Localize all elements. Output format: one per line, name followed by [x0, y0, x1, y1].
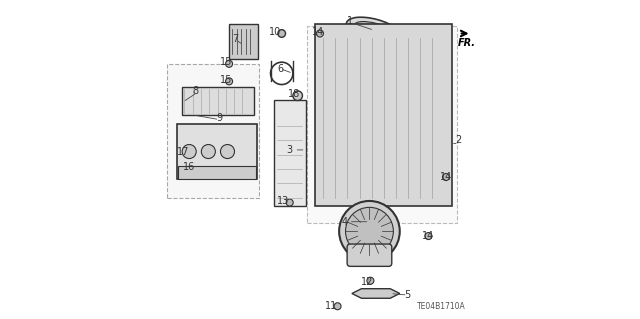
Circle shape [442, 174, 449, 181]
FancyBboxPatch shape [229, 24, 258, 59]
Text: 14: 14 [422, 231, 435, 241]
Circle shape [317, 30, 323, 37]
Text: 6: 6 [277, 63, 283, 74]
Text: 3: 3 [287, 145, 292, 155]
Circle shape [286, 199, 293, 206]
Circle shape [334, 303, 341, 310]
Text: FR.: FR. [458, 38, 476, 48]
Text: 9: 9 [216, 113, 223, 123]
Circle shape [367, 277, 374, 284]
Text: TE04B1710A: TE04B1710A [417, 302, 465, 311]
Text: 8: 8 [193, 86, 198, 96]
Circle shape [225, 60, 232, 67]
Circle shape [278, 30, 285, 37]
Text: 15: 15 [220, 57, 232, 67]
FancyBboxPatch shape [316, 24, 452, 206]
Circle shape [425, 233, 432, 240]
FancyBboxPatch shape [167, 64, 259, 198]
Text: 1: 1 [348, 16, 353, 26]
Text: 2: 2 [456, 135, 462, 145]
Circle shape [225, 78, 232, 85]
Text: 16: 16 [183, 162, 195, 173]
Text: 5: 5 [404, 290, 411, 300]
Text: 14: 14 [312, 27, 324, 37]
Text: 18: 18 [289, 89, 301, 99]
Ellipse shape [346, 17, 402, 43]
Circle shape [220, 145, 234, 159]
Circle shape [293, 91, 303, 100]
Text: 7: 7 [232, 34, 239, 44]
Circle shape [202, 145, 216, 159]
Text: 11: 11 [325, 301, 337, 311]
Circle shape [182, 145, 196, 159]
Circle shape [339, 201, 400, 262]
Text: 4: 4 [342, 217, 348, 227]
FancyBboxPatch shape [274, 100, 306, 206]
Circle shape [346, 207, 394, 255]
Text: 14: 14 [440, 172, 452, 182]
FancyBboxPatch shape [177, 124, 257, 179]
FancyBboxPatch shape [182, 87, 253, 115]
Text: 13: 13 [277, 196, 289, 206]
Text: 10: 10 [269, 27, 282, 37]
Ellipse shape [354, 22, 394, 39]
FancyBboxPatch shape [347, 244, 392, 266]
Polygon shape [352, 289, 400, 298]
Text: 12: 12 [361, 277, 373, 287]
Text: 15: 15 [220, 75, 232, 85]
FancyBboxPatch shape [307, 26, 457, 223]
FancyBboxPatch shape [178, 166, 256, 179]
Text: 17: 17 [177, 146, 189, 157]
